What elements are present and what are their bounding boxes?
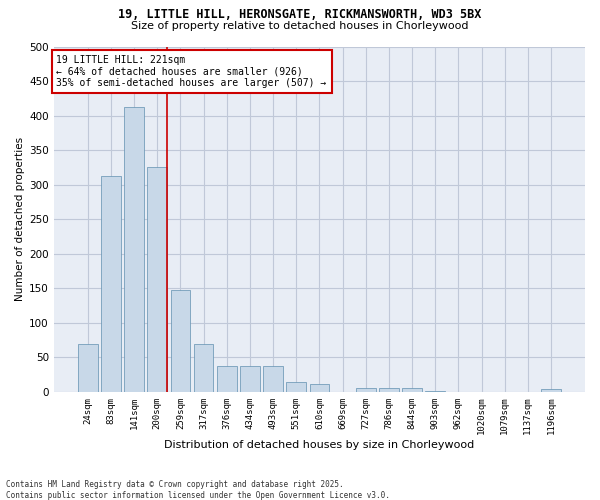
Bar <box>402 388 422 392</box>
Bar <box>217 366 236 392</box>
Bar <box>170 290 190 392</box>
Bar <box>310 384 329 392</box>
Bar <box>286 382 306 392</box>
Bar <box>356 388 376 392</box>
Bar <box>78 344 98 392</box>
Bar <box>124 106 144 392</box>
Y-axis label: Number of detached properties: Number of detached properties <box>15 137 25 302</box>
Bar <box>101 176 121 392</box>
Bar <box>263 366 283 392</box>
Bar <box>240 366 260 392</box>
Bar <box>194 344 214 392</box>
Text: 19, LITTLE HILL, HERONSGATE, RICKMANSWORTH, WD3 5BX: 19, LITTLE HILL, HERONSGATE, RICKMANSWOR… <box>118 8 482 20</box>
Text: 19 LITTLE HILL: 221sqm
← 64% of detached houses are smaller (926)
35% of semi-de: 19 LITTLE HILL: 221sqm ← 64% of detached… <box>56 55 326 88</box>
Bar <box>379 388 399 392</box>
Text: Contains HM Land Registry data © Crown copyright and database right 2025.
Contai: Contains HM Land Registry data © Crown c… <box>6 480 390 500</box>
Bar <box>148 168 167 392</box>
Bar <box>541 389 561 392</box>
X-axis label: Distribution of detached houses by size in Chorleywood: Distribution of detached houses by size … <box>164 440 475 450</box>
Text: Size of property relative to detached houses in Chorleywood: Size of property relative to detached ho… <box>131 21 469 31</box>
